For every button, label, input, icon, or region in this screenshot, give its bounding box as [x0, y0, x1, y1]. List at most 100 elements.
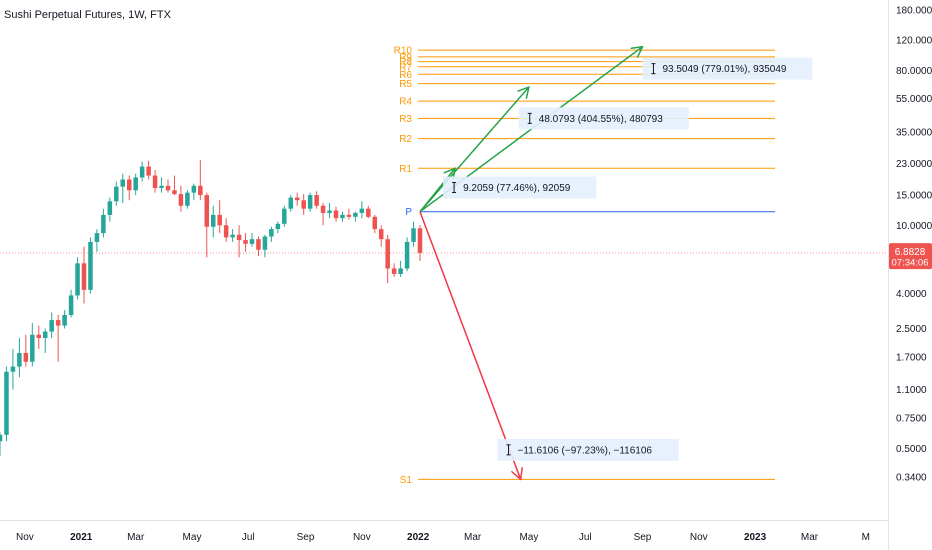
x-tick-label: 2022	[407, 532, 430, 543]
candle	[62, 310, 67, 329]
x-tick-label: 2023	[744, 532, 767, 543]
candle	[340, 211, 345, 222]
y-tick-label: 1.1000	[896, 385, 927, 396]
candle-body	[307, 195, 313, 209]
candle-body	[346, 214, 352, 217]
price-tag-timer: 07:34:06	[892, 258, 929, 269]
x-tick-label: Sep	[634, 532, 652, 543]
candle	[353, 211, 358, 222]
y-tick-label: 10.0000	[896, 221, 932, 232]
candle	[55, 314, 61, 362]
candle	[243, 233, 248, 252]
candle-body	[114, 186, 119, 202]
candle-body	[94, 233, 100, 242]
candle	[139, 161, 145, 182]
candle-body	[17, 352, 22, 367]
candle-body	[10, 366, 16, 372]
candle	[262, 234, 268, 258]
x-tick-label: Mar	[801, 532, 819, 543]
candle	[249, 233, 255, 247]
candle-body	[217, 214, 222, 226]
candle-body	[262, 236, 268, 250]
candle-body	[333, 210, 339, 219]
level-label-r6: R6	[399, 70, 412, 81]
candle	[17, 338, 22, 378]
projection-arrow	[419, 211, 521, 480]
x-tick-label: Mar	[464, 532, 482, 543]
candle-body	[385, 239, 390, 269]
y-tick-label: 80.0000	[896, 66, 932, 77]
candle-body	[101, 214, 106, 234]
level-label-r5: R5	[399, 79, 412, 90]
level-label-r2: R2	[399, 134, 412, 145]
candle-body	[4, 371, 9, 435]
candle	[30, 322, 35, 367]
projection-arrow	[419, 87, 529, 213]
projection-arrow	[419, 168, 455, 213]
y-tick-label: 35.0000	[896, 127, 932, 138]
candle-body	[204, 195, 210, 227]
level-label-r4: R4	[399, 97, 412, 108]
candle-body	[236, 234, 242, 241]
candle	[120, 173, 126, 203]
candle-body	[198, 185, 203, 196]
candle-body	[372, 216, 378, 230]
candle	[288, 195, 294, 212]
candle-body	[23, 352, 29, 362]
y-tick-label: 0.5000	[896, 444, 927, 455]
candle	[114, 181, 119, 206]
candle-body	[417, 228, 423, 253]
candle	[146, 160, 151, 180]
candle	[152, 170, 158, 193]
x-tick-label: Nov	[353, 532, 371, 543]
candle-body	[0, 434, 3, 442]
candle-body	[301, 200, 306, 209]
candle-body	[139, 166, 145, 178]
x-tick-label: Jul	[242, 532, 255, 543]
candle-body	[314, 195, 319, 206]
candle-body	[146, 166, 151, 176]
candle-body	[282, 208, 287, 224]
candle	[198, 160, 203, 201]
candle	[398, 260, 403, 277]
candle	[346, 208, 352, 220]
candle-body	[133, 177, 138, 191]
candle	[172, 175, 177, 196]
candle	[81, 246, 87, 304]
candle	[165, 179, 171, 193]
candle	[10, 348, 16, 390]
candle	[4, 366, 9, 442]
candle-body	[391, 268, 397, 274]
candle	[256, 236, 261, 257]
y-tick-label: 15.0000	[896, 191, 932, 202]
candle	[68, 289, 74, 318]
measurement-text: −11.6106 (−97.23%), −116106	[518, 445, 653, 456]
candle-body	[411, 228, 416, 242]
candle	[49, 312, 54, 339]
candle	[385, 234, 390, 284]
level-label-r8: R8	[399, 57, 412, 68]
candle-body	[88, 241, 93, 290]
candle	[333, 206, 339, 222]
measure-icon	[651, 63, 656, 75]
candle-body	[378, 229, 384, 240]
candle	[275, 221, 281, 234]
level-label-r7: R7	[399, 62, 412, 73]
candle-body	[49, 320, 54, 332]
candle-body	[75, 263, 80, 296]
candle	[269, 226, 274, 242]
measure-icon	[452, 182, 457, 194]
candle	[327, 202, 332, 219]
candle-body	[172, 190, 177, 195]
candle-body	[152, 175, 158, 188]
candle	[223, 218, 229, 242]
y-tick-label: 23.0000	[896, 159, 932, 170]
y-tick-label: 120.0000	[896, 36, 932, 47]
measurement-label: 93.5049 (779.01%), 935049	[642, 57, 813, 80]
x-tick-label: 2021	[70, 532, 93, 543]
candle-body	[126, 179, 132, 191]
candle-body	[120, 179, 126, 187]
x-tick-label: Jul	[579, 532, 592, 543]
